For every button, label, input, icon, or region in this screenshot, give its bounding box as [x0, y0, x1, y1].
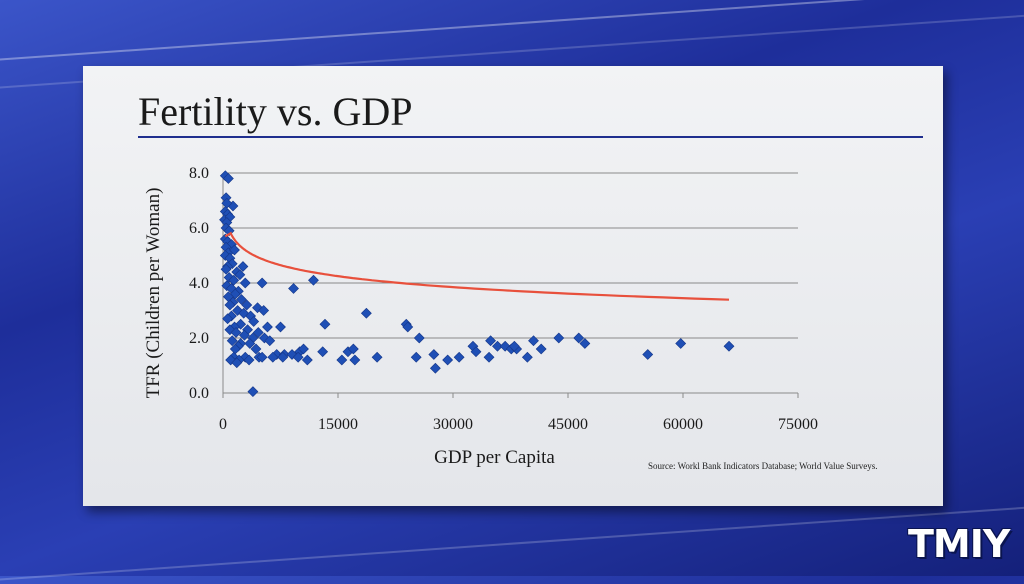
data-point [222, 173, 234, 184]
data-point [239, 329, 250, 341]
slide-panel: Fertility vs. GDP 0.0 2.0 4.0 6.0 8.0 0 15000 3… [83, 66, 943, 506]
data-point [413, 332, 425, 344]
data-point [248, 316, 260, 327]
y-tick-label: 2.0 [189, 330, 209, 347]
data-point [267, 351, 279, 363]
x-tick-label: 45000 [548, 416, 588, 433]
data-point [241, 299, 253, 311]
data-point [243, 354, 255, 366]
x-axis-title: GDP per Capita [434, 447, 555, 468]
data-point [239, 277, 251, 289]
trend-line [224, 231, 730, 301]
data-point [402, 321, 414, 333]
data-point [226, 335, 238, 347]
y-tick-label: 4.0 [189, 275, 209, 292]
data-point [485, 335, 496, 347]
data-point [336, 354, 348, 366]
y-tick-label: 8.0 [189, 165, 209, 182]
data-point [675, 338, 687, 349]
data-point [224, 299, 236, 311]
data-point [347, 343, 359, 355]
data-point [508, 340, 520, 352]
data-point [470, 346, 482, 358]
data-point [256, 277, 268, 289]
data-point [360, 307, 372, 319]
data-point [442, 354, 454, 366]
data-point [371, 351, 383, 363]
data-point [222, 313, 234, 325]
data-point [244, 338, 256, 349]
data-point [528, 335, 539, 347]
data-point [410, 351, 422, 363]
data-point [237, 261, 249, 272]
scatter-chart: 0.0 2.0 4.0 6.0 8.0 0 15000 30000 45000 60000 7500… [143, 165, 818, 468]
data-point [262, 321, 273, 333]
data-point [521, 351, 533, 363]
x-tick-label: 75000 [778, 416, 818, 433]
data-point [317, 346, 329, 358]
data-point [229, 244, 240, 256]
data-point [553, 332, 565, 344]
slide-title: Fertility vs. GDP [138, 89, 413, 134]
data-point [298, 343, 309, 355]
data-point [264, 335, 276, 347]
data-point [319, 318, 331, 330]
data-point [453, 351, 465, 363]
y-tick-label: 0.0 [189, 385, 209, 402]
data-point [349, 354, 361, 366]
data-point [275, 321, 286, 333]
x-tick-label: 15000 [318, 416, 358, 433]
data-point [573, 332, 585, 344]
brand-logo: TMIY [908, 522, 1010, 566]
data-point [429, 362, 441, 374]
data-point [492, 340, 503, 352]
x-tick-label: 60000 [663, 416, 703, 433]
data-point [252, 327, 264, 338]
data-point [228, 274, 240, 286]
data-point [292, 351, 304, 363]
x-tick-label: 0 [219, 416, 227, 433]
data-point [579, 338, 591, 349]
title-underline [138, 136, 923, 138]
data-point [483, 351, 495, 363]
data-point [535, 343, 547, 355]
source-note: Source: Workl Bank Indicators Database; … [648, 461, 878, 471]
data-point [288, 283, 299, 294]
data-point [723, 340, 735, 352]
y-tick-label: 6.0 [189, 220, 209, 237]
data-point [308, 274, 319, 286]
data-point [247, 386, 259, 398]
data-point [256, 351, 268, 363]
y-axis-title: TFR (Children per Woman) [143, 188, 164, 399]
data-point [258, 305, 270, 316]
data-point [250, 343, 262, 355]
data-point [230, 327, 242, 338]
data-point [220, 263, 232, 275]
data-point [642, 349, 654, 360]
data-point [277, 351, 289, 363]
data-point [235, 294, 247, 305]
data-point [231, 357, 243, 369]
x-tick-label: 30000 [433, 416, 473, 433]
data-point [234, 269, 246, 281]
data-point [428, 349, 440, 360]
data-point [301, 354, 313, 366]
